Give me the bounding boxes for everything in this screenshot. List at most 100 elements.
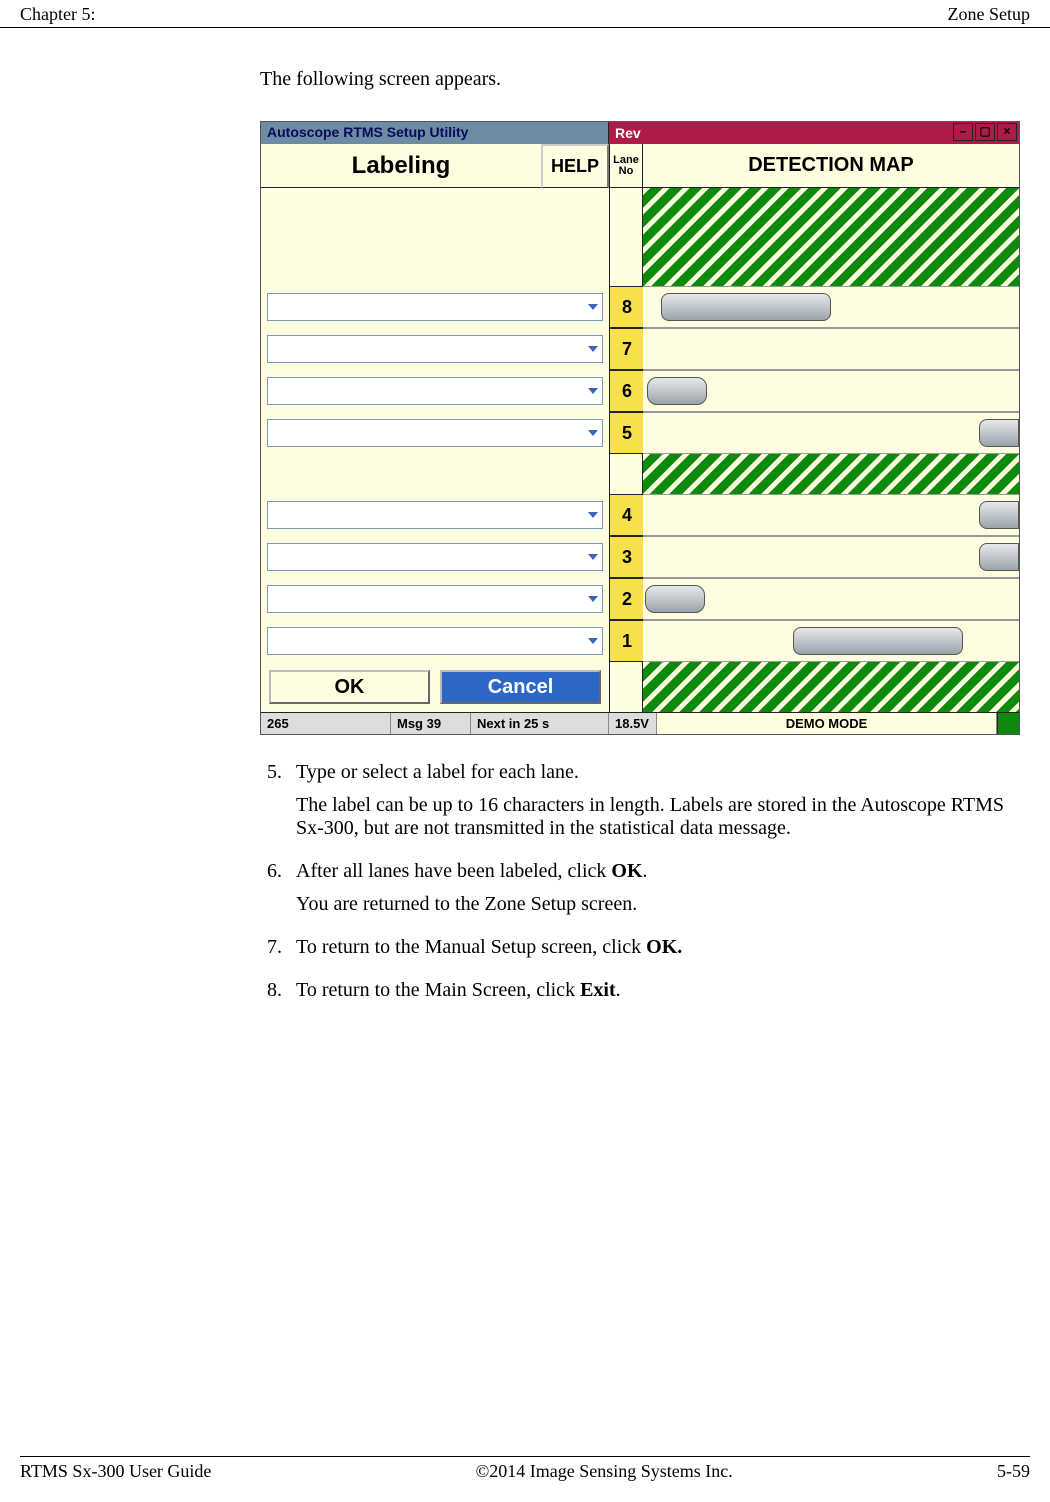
lane-number: 1 [610,620,644,662]
right-column: DETECTION MAP [643,144,1019,712]
detection-lane [643,536,1019,578]
cancel-button[interactable]: Cancel [440,670,601,704]
lane-label-combo[interactable] [267,543,603,571]
step-text: To return to the Manual Setup screen, cl… [296,936,1030,959]
chevron-down-icon [588,346,598,352]
maximize-icon[interactable]: ▢ [975,123,995,141]
lane-label-input-row [261,494,609,536]
window-controls: – ▢ × [953,123,1017,141]
lane-label-input-row [261,286,609,328]
labeling-header: Labeling [261,144,541,188]
lane-number: 7 [610,328,644,370]
hatch-bottom [643,662,1019,712]
step-text: After all lanes have been labeled, click… [296,860,1030,883]
app-window: Autoscope RTMS Setup Utility Rev – ▢ × L… [260,121,1020,735]
step-text: To return to the Main Screen, click Exit… [296,979,1030,1002]
detection-lane [643,370,1019,412]
step-5: 5. Type or select a label for each lane.… [260,761,1030,850]
lane-label-combo[interactable] [267,585,603,613]
step-text: Type or select a label for each lane. [296,761,1030,784]
hatch-mid [643,454,1019,494]
titlebar: Autoscope RTMS Setup Utility Rev – ▢ × [261,122,1019,144]
footer-left: RTMS Sx-300 User Guide [20,1461,211,1482]
chevron-down-icon [588,430,598,436]
step-7: 7. To return to the Manual Setup screen,… [260,936,1030,969]
step-num: 6. [260,860,296,926]
intro-text: The following screen appears. [260,68,1030,91]
vehicle-icon [647,377,707,405]
vehicle-icon [793,627,963,655]
status-a: 265 [261,713,391,734]
chevron-down-icon [588,638,598,644]
left-column: Labeling HELP OK Cancel [261,144,609,712]
detection-lane [643,328,1019,370]
chapter-label: Chapter 5: [20,4,95,25]
page-header: Chapter 5: Zone Setup [0,0,1050,28]
page-footer: RTMS Sx-300 User Guide ©2014 Image Sensi… [20,1456,1030,1482]
mid-gap-mid [610,454,642,494]
lane-label-combo[interactable] [267,335,603,363]
lane-label-input-row [261,370,609,412]
lane-number: 3 [610,536,644,578]
status-c: Next in 25 s [471,713,609,734]
chevron-down-icon [588,596,598,602]
lane-label-combo[interactable] [267,377,603,405]
section-label: Zone Setup [948,4,1031,25]
minimize-icon[interactable]: – [953,123,973,141]
mid-gap-top [610,188,642,286]
chevron-down-icon [588,512,598,518]
footer-center: ©2014 Image Sensing Systems Inc. [476,1461,733,1482]
page-content: The following screen appears. Autoscope … [0,28,1050,1012]
app-body: Labeling HELP OK Cancel Lane No [261,144,1019,712]
vehicle-icon [979,501,1019,529]
detection-lane [643,620,1019,662]
vehicle-icon [661,293,831,321]
status-indicator [997,713,1019,734]
titlebar-right: Rev – ▢ × [609,122,1019,144]
vehicle-icon [645,585,705,613]
step-num: 7. [260,936,296,969]
status-d: 18.5V [609,713,657,734]
mid-column: Lane No 8765 4321 [609,144,643,712]
lane-number: 6 [610,370,644,412]
step-6: 6. After all lanes have been labeled, cl… [260,860,1030,926]
left-gap-top [261,188,609,286]
vehicle-icon [979,543,1019,571]
detection-lane [643,494,1019,536]
footer-right: 5-59 [997,1461,1030,1482]
hatch-top [643,188,1019,286]
lane-number: 4 [610,494,644,536]
status-demo: DEMO MODE [657,713,997,734]
vehicle-icon [979,419,1019,447]
chevron-down-icon [588,304,598,310]
rev-label: Rev [615,125,641,141]
left-bottom: OK Cancel [261,662,609,712]
steps: 5. Type or select a label for each lane.… [260,761,1030,1012]
lane-label-combo[interactable] [267,627,603,655]
detection-header: DETECTION MAP [643,144,1019,188]
close-icon[interactable]: × [997,123,1017,141]
no-label: No [619,166,634,177]
lane-label-input-row [261,536,609,578]
lane-label-input-row [261,328,609,370]
step-num: 5. [260,761,296,850]
status-b: Msg 39 [391,713,471,734]
titlebar-left: Autoscope RTMS Setup Utility [261,122,609,144]
mid-bottom [610,662,642,712]
detection-lane [643,286,1019,328]
ok-button[interactable]: OK [269,670,430,704]
lane-label-combo[interactable] [267,419,603,447]
lane-label-combo[interactable] [267,501,603,529]
chevron-down-icon [588,388,598,394]
chevron-down-icon [588,554,598,560]
step-num: 8. [260,979,296,1012]
lane-number: 8 [610,286,644,328]
detection-lane [643,578,1019,620]
lane-no-header: Lane No [610,144,642,188]
lane-label-input-row [261,578,609,620]
step-8: 8. To return to the Main Screen, click E… [260,979,1030,1012]
lane-number: 2 [610,578,644,620]
lane-label-combo[interactable] [267,293,603,321]
detection-lane [643,412,1019,454]
help-button[interactable]: HELP [541,144,609,188]
